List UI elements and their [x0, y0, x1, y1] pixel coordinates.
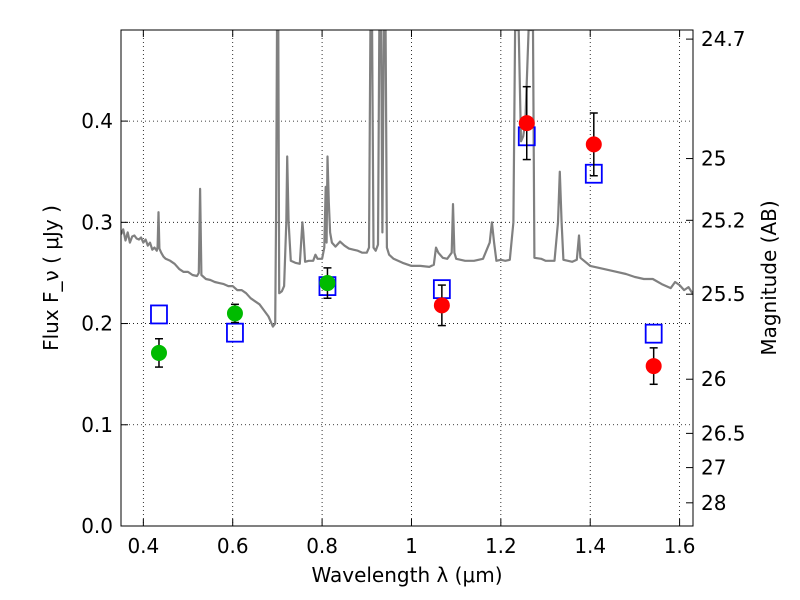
observed-photometry-point: [585, 136, 602, 153]
y-tick-label: 0.2: [81, 312, 113, 336]
x-tick-label: 1.2: [485, 534, 517, 558]
axis-ticks: 0.4 0.6 0.8 1 1.2 1.4 1.6 0.0 0.1 0.2 0.3 0.4 24.7 25…: [81, 27, 745, 558]
y-tick-label: 0.0: [81, 514, 113, 538]
right-tick-label: 25.5: [701, 282, 746, 306]
x-tick-label: 1: [405, 534, 418, 558]
observed-photometry-point: [518, 115, 535, 132]
x-axis-label: Wavelength λ (μm): [311, 563, 502, 587]
x-tick-label: 0.6: [217, 534, 249, 558]
right-axis-label: Magnitude (AB): [757, 200, 781, 355]
plot-frame: [120, 29, 694, 527]
y-tick-label: 0.4: [81, 109, 113, 133]
model-spectrum-layer: [121, 30, 693, 328]
observed-photometry-point: [433, 297, 450, 314]
y-axis-label: Flux F_ν ( μJy ): [39, 205, 63, 351]
right-tick-label: 26.5: [701, 421, 746, 445]
observed-photometry-point: [150, 344, 167, 361]
y-tick-label: 0.1: [81, 413, 113, 437]
x-tick-label: 1.6: [664, 534, 696, 558]
x-tick-label: 1.4: [574, 534, 606, 558]
model-photometry-square: [150, 304, 168, 325]
right-tick-label: 24.7: [701, 27, 746, 51]
photometry-markers-layer: [150, 85, 663, 386]
model-spectrum-line: [121, 30, 693, 328]
y-tick-label: 0.3: [81, 210, 113, 234]
right-tick-label: 26: [701, 367, 726, 391]
right-tick-label: 27: [701, 456, 726, 480]
observed-photometry-point: [226, 305, 243, 322]
model-photometry-square: [226, 322, 244, 343]
right-tick-label: 25.2: [701, 208, 746, 232]
right-tick-label: 28: [701, 491, 726, 515]
right-tick-label: 25: [701, 147, 726, 171]
x-tick-label: 0.8: [306, 534, 338, 558]
observed-photometry-point: [645, 358, 662, 375]
model-photometry-square: [644, 323, 663, 344]
plot-area: [121, 30, 693, 526]
observed-photometry-point: [319, 275, 336, 292]
x-tick-label: 0.4: [127, 534, 159, 558]
